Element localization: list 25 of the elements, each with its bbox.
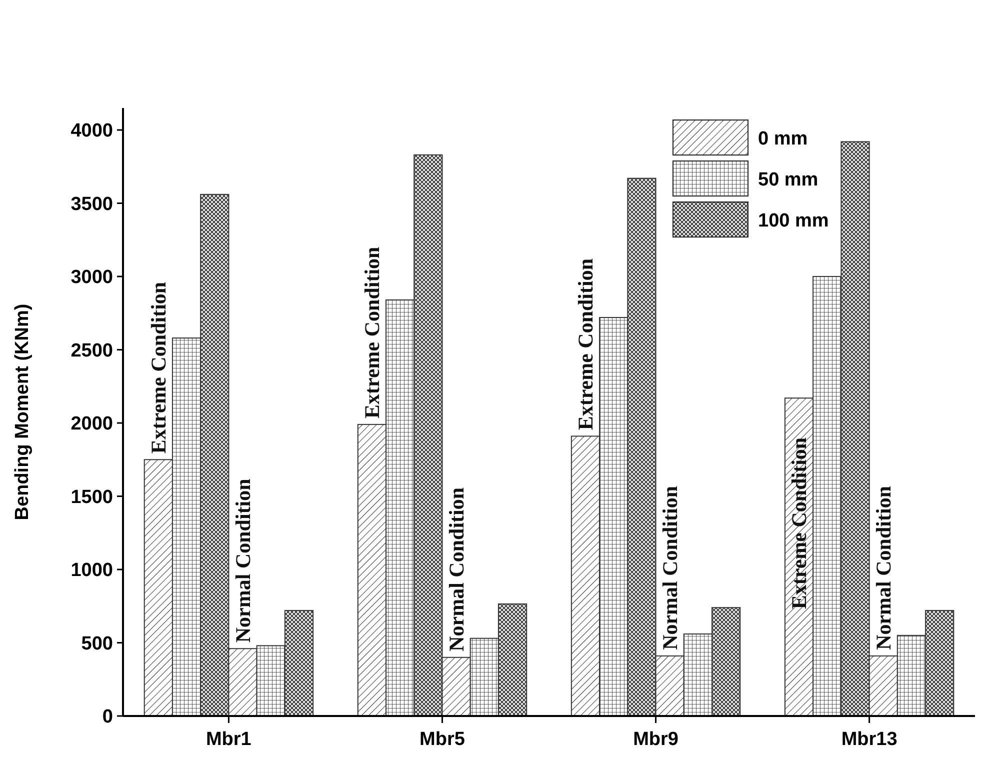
y-tick-label: 4000 [70,120,113,142]
y-tick-label: 1500 [70,486,113,508]
y-axis-title: Bending Moment (KNm) [12,304,33,520]
annotation: Normal Condition [230,478,255,643]
legend-label: 0 mm [758,128,808,150]
y-tick-label: 2500 [70,340,113,362]
x-tick-label: Mbr9 [633,729,678,750]
y-tick-label: 3500 [70,194,113,215]
y-tick-label: 2000 [70,414,113,435]
annotation: Normal Condition [871,486,896,650]
annotation: Extreme Condition [146,282,170,454]
annotation: Normal Condition [658,486,682,650]
annotation: Extreme Condition [573,258,598,430]
y-tick-label: 1000 [70,560,113,582]
annotation: Extreme Condition [360,246,384,418]
annotation: Extreme Condition [787,437,812,610]
x-tick-label: Mbr13 [841,729,898,750]
x-tick-label: Mbr5 [420,729,466,750]
annotation: Normal Condition [444,487,468,652]
y-tick-label: 500 [81,633,113,654]
y-tick-label: 0 [102,706,113,728]
y-tick-label: 3000 [70,267,113,288]
legend-label: 50 mm [758,170,818,191]
legend-label: 100 mm [758,210,829,232]
x-tick-label: Mbr1 [206,729,252,750]
